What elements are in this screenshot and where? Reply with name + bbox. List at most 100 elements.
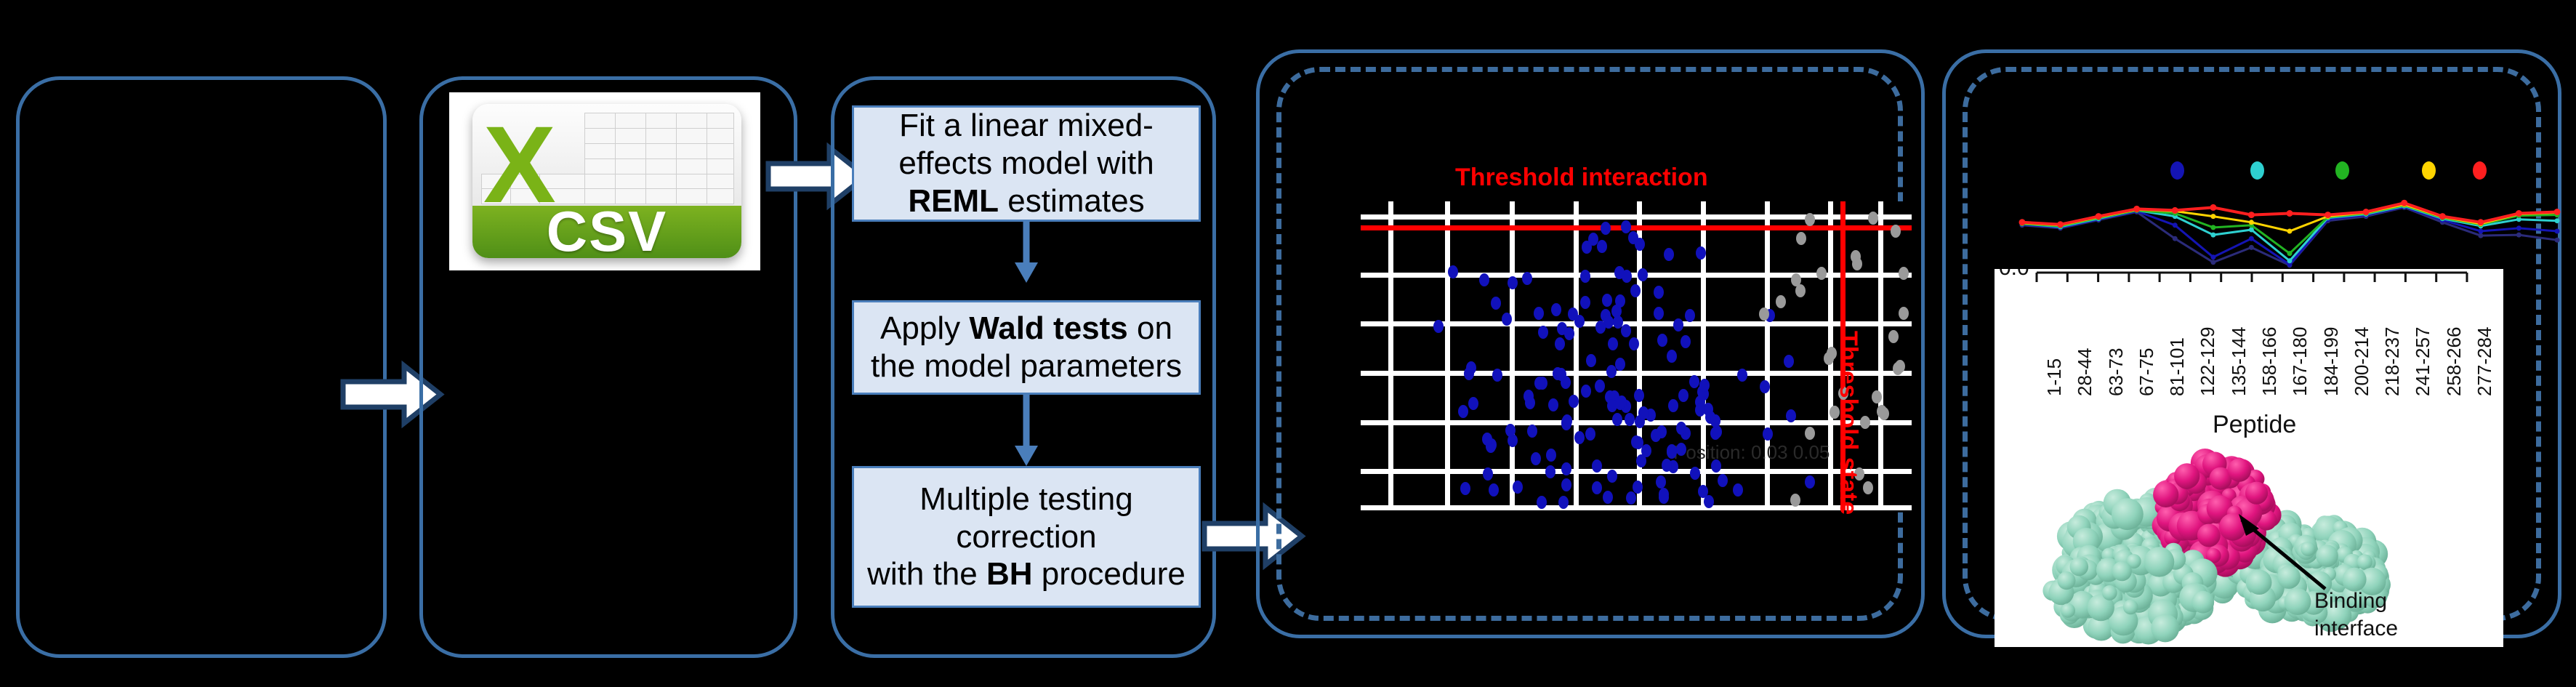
step-bh-box[interactable]: Multiple testing correction with the BH … [852,466,1201,608]
scatter-point [1685,309,1695,322]
chart-series-marker [2516,232,2521,238]
chart-series-marker [2172,236,2178,241]
scatter-point [1513,481,1523,494]
grid-line-v [1445,201,1450,510]
scatter-point [1668,399,1678,412]
scatter-point [1786,409,1796,422]
scatter-faint-text: Position: 0.03 0.05 [1673,441,1830,463]
scatter-point [1607,470,1617,483]
scatter-point [1483,467,1493,481]
scatter-point [1464,367,1474,380]
chart-series-marker [2401,199,2408,206]
peptide-tick-label: 258-266 [2442,326,2465,396]
chart-series-marker [2057,221,2064,228]
scatter-point [1816,267,1827,280]
scatter-point [1460,482,1470,495]
step-bh-text: Multiple testing correction with the BH … [867,481,1186,592]
surface-atom [2061,603,2075,618]
scatter-point [1667,444,1677,457]
scatter-point [1508,434,1518,447]
surface-atom [2284,588,2311,615]
scatter-point [1615,358,1625,371]
scatter-point [1852,257,1862,270]
surface-atom [2245,481,2269,505]
scatter-point [1580,270,1590,283]
scatter-point [1633,436,1643,449]
scatter-point [1489,483,1499,497]
threshold-interaction-line [1361,225,1912,230]
scatter-point [1628,231,1638,244]
chart-series-marker [2477,219,2484,226]
scatter-point [1433,320,1444,333]
threshold-state-line [1840,201,1846,510]
grid-line-v [1510,201,1515,510]
scatter-point [1601,222,1611,235]
scatter-point [1676,443,1686,456]
step-wald-box[interactable]: Apply Wald tests on the model parameters [852,300,1201,395]
chart-series-marker [2248,220,2254,225]
scatter-point [1805,213,1815,226]
peptide-tick-label: 277-284 [2474,326,2495,396]
scatter-point [1611,305,1622,318]
step-reml-box[interactable]: Fit a linear mixed- effects model with R… [852,105,1201,222]
scatter-point [1633,481,1643,494]
scatter-point [1891,225,1901,238]
step-reml-text: Fit a linear mixed- effects model with R… [898,108,1154,219]
scatter-point [1893,362,1903,375]
scatter-point [1791,273,1801,286]
scatter-point [1586,354,1596,367]
scatter-point [1621,324,1631,337]
peptide-tick-label: 135-144 [2227,326,2250,396]
scatter-point [1602,294,1612,307]
legend-dot-5 [2473,161,2487,180]
chart-series-marker [2172,222,2178,228]
chart-series-marker [2247,212,2255,219]
legend-dot-3 [2335,161,2349,180]
surface-atom [2191,590,2215,614]
chart-series-marker [2248,227,2254,233]
chart-series-marker [2286,210,2293,217]
scatter-point [1830,406,1840,419]
peptide-tick-label: 122-129 [2197,326,2219,396]
csv-icon-label: CSV [546,199,668,258]
scatter-point [1863,481,1873,494]
protein-structure-image [2042,449,2391,645]
chart-series-marker [2248,244,2254,250]
scatter-point [1899,307,1909,320]
surface-atom [2277,566,2301,589]
chart-series-marker [2210,260,2216,265]
analysis-stage-panel [831,76,1216,658]
scatter-point [1491,297,1501,310]
surface-atom [2209,467,2232,490]
csv-icon-backdrop: X CSV [449,92,760,270]
surface-atom [2197,523,2221,547]
peptide-tick-label: 63-73 [2104,347,2127,397]
scatter-point [1585,427,1595,441]
threshold-stage-outer-panel [1256,49,1925,638]
scatter-point [1673,318,1683,332]
scatter-point [1630,284,1641,297]
chart-series-marker [2210,204,2217,211]
scatter-point [1888,330,1899,343]
peptide-tick-label: 1-15 [2043,358,2065,396]
csv-icon-label-band: CSV [472,199,741,258]
scatter-point [1737,369,1747,382]
peptide-axis [2035,271,2468,282]
surface-atom [2301,542,2316,556]
scatter-point [1492,369,1502,382]
scatter-point [1699,379,1710,392]
scatter-point [1613,316,1623,329]
grid-line-v [1701,201,1706,510]
surface-atom [2247,570,2272,595]
grid-line-v [1574,201,1579,510]
scatter-point [1588,233,1598,246]
peptide-tick-label: 67-75 [2135,347,2157,397]
peptide-tick-label: 200-214 [2350,326,2372,396]
scatter-point [1824,352,1834,365]
surface-atom [2356,554,2372,570]
surface-atom [2126,554,2141,569]
scatter-point [1651,429,1661,442]
chart-series-marker [2095,213,2102,220]
scatter-point [1681,335,1691,348]
scatter-point [1759,308,1769,321]
